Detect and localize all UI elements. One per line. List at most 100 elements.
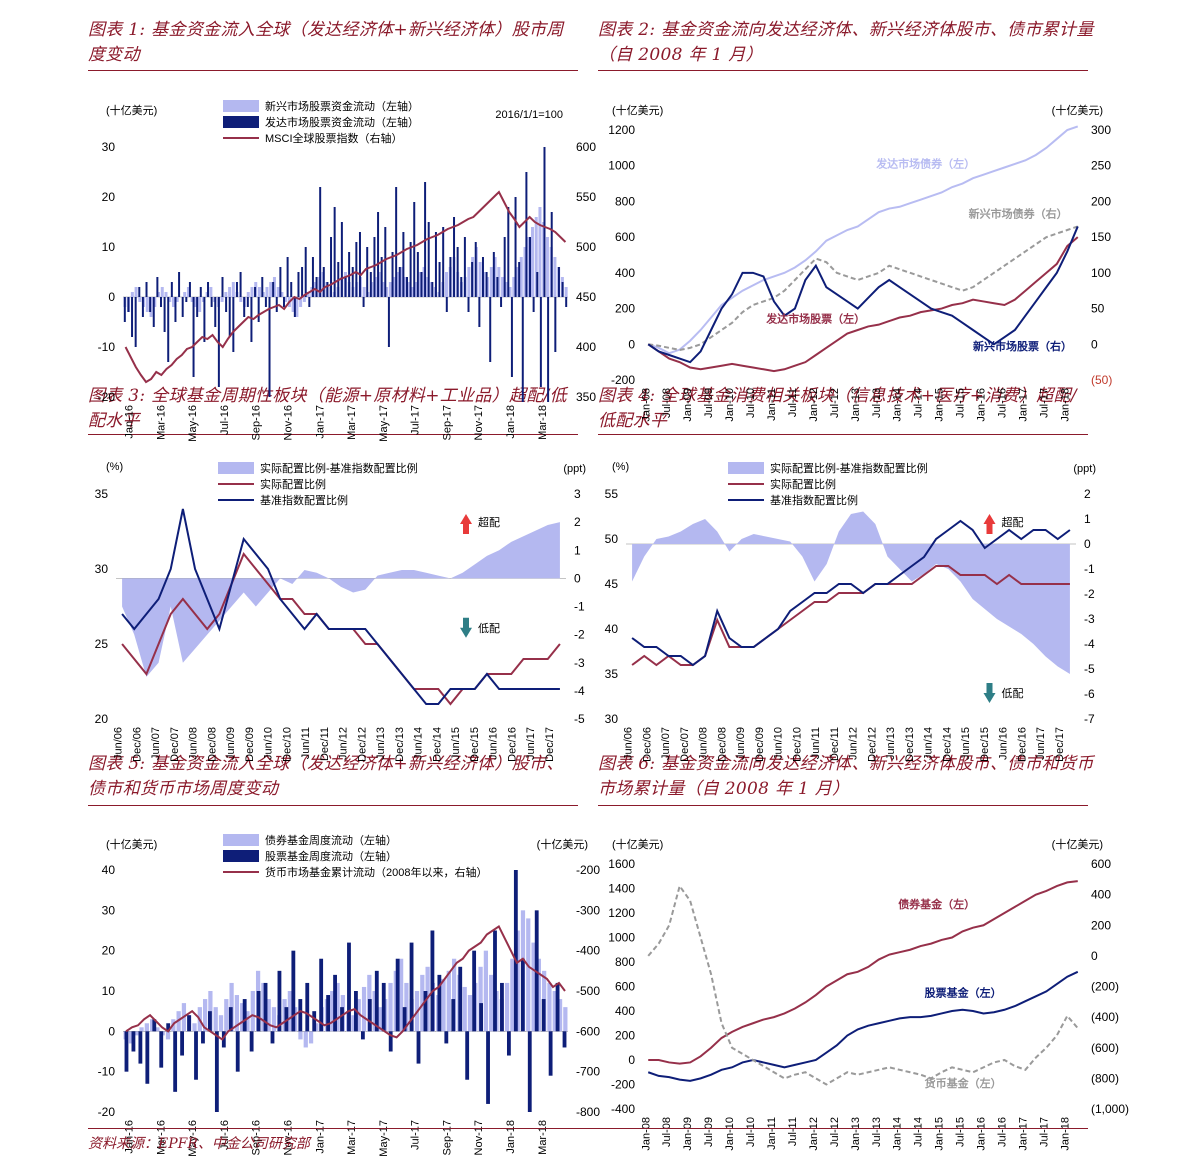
bar-mark [438,262,441,297]
y-right-tick-label: -5 [574,712,585,726]
panel-5-rule [88,805,578,806]
y-right-tick-label: -4 [1084,637,1095,651]
bar-mark [291,297,295,312]
bar-mark [506,1031,511,1056]
bar-mark [538,207,542,297]
line-series [647,883,1079,1086]
bar-mark [330,991,335,1032]
bar-mark [510,958,515,1032]
bar-mark [319,958,324,1032]
bar-mark [310,287,314,297]
y-right-unit: (ppt) [1073,463,1096,475]
y-right-tick-label: 1 [574,543,581,557]
y-left-tick-label: 30 [102,903,116,917]
bar-mark [548,1031,553,1076]
x-tick-label: Jun/16 [488,727,500,760]
bar-mark [181,297,184,317]
bar-mark [463,237,466,297]
x-tick-label: Dec/15 [469,727,481,762]
x-tick-label: Jul-09 [703,388,715,418]
bar-mark [555,982,560,1032]
x-tick-label: Jan-18 [505,1120,517,1154]
bar-mark [395,958,400,1032]
bar-mark [388,282,392,297]
y-right-tick-label: -1 [574,600,585,614]
y-right-tick-label: 500 [576,240,596,254]
x-tick-label: Jan-08 [640,1117,652,1151]
bar-mark [467,995,473,1032]
y-right-tick-label: 2 [574,515,581,529]
bar-mark [333,974,337,1032]
x-tick-label: Jul-08 [661,388,673,418]
x-tick-label: Jun/15 [960,727,972,760]
x-tick-label: Jul-17 [410,405,422,435]
x-tick-label: Dec/17 [544,727,556,762]
bar-mark [272,282,275,297]
chart-3-svg: 20 25 30 35 -5 -4 -3 -2 -1 0 1 2 3 (%) (ppt) Jun/06 Dec/… [95,461,586,762]
x-tick-label: Jan-14 [892,388,904,422]
bar-mark [196,297,199,317]
y-left-tick-label: 400 [615,266,635,280]
y-left-tick-label: 1600 [608,857,635,871]
bar-mark [552,991,557,1032]
bar-mark [221,277,224,297]
x-tick-label: Jan-08 [640,388,652,422]
x-tick-label: May-17 [378,1120,390,1157]
legend-label: 实际配置比例 [770,477,836,491]
legend-label: 基准指数配置比例 [260,493,348,507]
annotation-label: 超配 [1002,515,1024,529]
bar-mark [539,297,542,387]
x-tick-label: Jul-13 [871,1117,883,1147]
bar-mark [228,287,232,297]
bar-mark [150,1019,155,1032]
bar-mark [279,267,282,297]
bar-mark [330,237,333,297]
legend-label: 基准指数配置比例 [770,493,858,507]
bar-mark [202,999,208,1032]
bar-mark [157,292,161,297]
y-right-tick-label: -5 [1084,662,1095,676]
bar-mark [306,292,310,297]
bar-mark [446,970,451,1032]
x-tick-label: Dec/16 [1016,727,1028,762]
bar-mark [388,982,393,1032]
bar-mark [420,272,423,297]
x-tick-label: Jul-14 [913,388,925,418]
line-series [631,519,1071,667]
y-right-tick-label: -3 [574,656,585,670]
bar-mark [374,970,379,1032]
y-right-tick-label: -600 [576,1024,600,1038]
bar-mark [562,1031,567,1048]
legend-swatch [223,116,259,128]
bar-mark [290,282,293,297]
x-tick-label: Nov-16 [282,405,294,440]
bar-mark [458,966,463,1032]
bar-mark [155,1027,160,1032]
bar-mark [190,297,194,302]
bar-mark [210,297,213,307]
bar-mark [444,272,448,297]
bar-mark [257,287,261,297]
bar-mark [492,252,495,297]
x-tick-label: Dec/07 [169,727,181,762]
legend-label: 实际配置比例-基准指数配置比例 [260,461,418,475]
y-right-tick-label: -7 [1084,712,1095,726]
legend-label: 实际配置比例-基准指数配置比例 [770,461,928,475]
annotation-label: 债券基金（左） [898,897,975,911]
bar-mark [134,287,138,297]
bar-mark [478,262,482,297]
x-tick-label: Jan-17 [314,405,326,439]
bar-mark [451,958,457,1032]
x-tick-label: Dec/10 [281,727,293,762]
y-left-unit: (十亿美元) [612,103,663,117]
y-right-tick-label: 0 [1084,537,1091,551]
x-tick-label: Jan-17 [1017,1117,1029,1151]
bar-mark [395,187,398,297]
x-tick-label: Mar-17 [346,405,358,440]
x-tick-label: Jan-12 [808,388,820,422]
x-tick-label: Jun/12 [338,727,350,760]
y-left-tick-label: -20 [98,1105,116,1119]
bar-mark [293,297,296,317]
bar-mark [367,999,372,1032]
bar-mark [372,991,377,1032]
